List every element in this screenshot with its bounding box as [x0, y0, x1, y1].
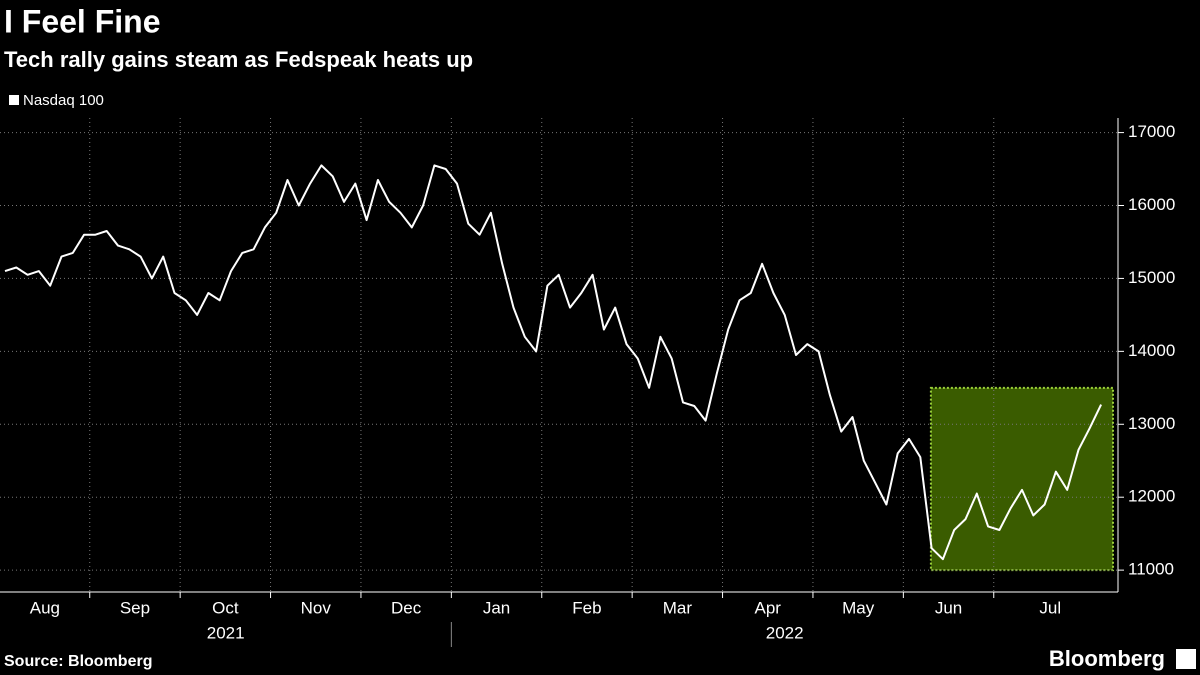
x-tick-label: May — [842, 598, 875, 617]
y-tick-label: 15000 — [1128, 268, 1175, 287]
y-tick-label: 13000 — [1128, 414, 1175, 433]
x-tick-label: Nov — [301, 598, 332, 617]
chart-subtitle: Tech rally gains steam as Fedspeak heats… — [4, 47, 473, 72]
legend-swatch — [9, 95, 19, 105]
x-tick-label: Feb — [572, 598, 601, 617]
y-tick-label: 16000 — [1128, 195, 1175, 214]
highlight-box — [929, 386, 1115, 572]
x-tick-label: Oct — [212, 598, 239, 617]
x-tick-label: Sep — [120, 598, 150, 617]
x-tick-label: Apr — [755, 598, 782, 617]
y-tick-label: 14000 — [1128, 341, 1175, 360]
x-tick-label: Jun — [935, 598, 962, 617]
line-series — [4, 164, 1102, 561]
brand: Bloomberg — [1049, 646, 1165, 671]
y-tick-label: 12000 — [1128, 487, 1175, 506]
x-tick-label: Mar — [663, 598, 693, 617]
brand-icon — [1176, 649, 1196, 669]
year-label: 2021 — [207, 623, 245, 642]
x-tick-label: Jul — [1039, 598, 1061, 617]
y-tick-label: 17000 — [1128, 122, 1175, 141]
x-tick-label: Aug — [30, 598, 60, 617]
source: Source: Bloomberg — [4, 653, 152, 670]
chart-title: I Feel Fine — [4, 3, 160, 39]
y-tick-label: 11000 — [1128, 560, 1174, 579]
x-tick-label: Jan — [483, 598, 510, 617]
year-label: 2022 — [766, 623, 804, 642]
legend-label: Nasdaq 100 — [23, 92, 104, 109]
x-tick-label: Dec — [391, 598, 422, 617]
